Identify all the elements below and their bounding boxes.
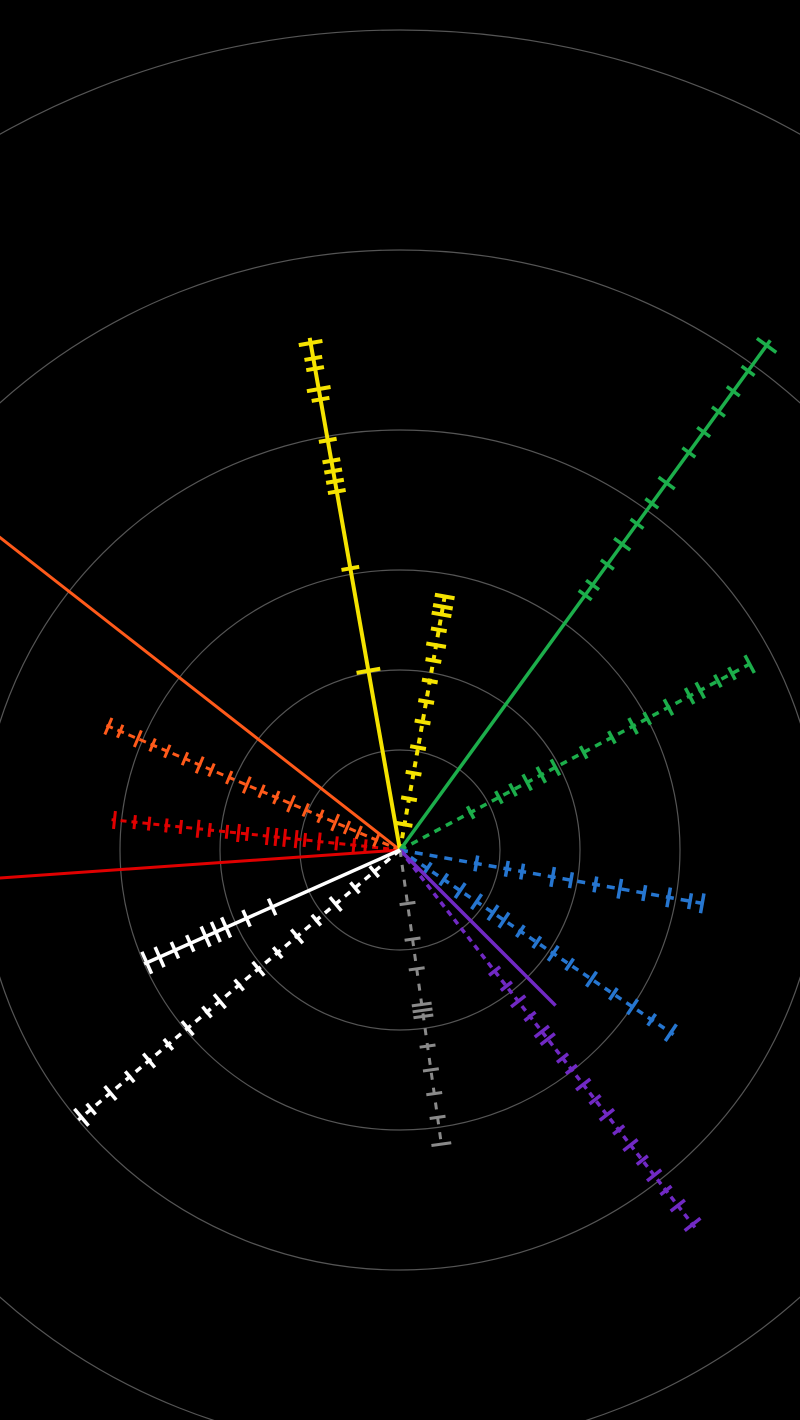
ray-tick bbox=[266, 827, 268, 845]
ray-tick bbox=[197, 820, 199, 838]
ray-tick bbox=[148, 817, 149, 831]
ray-tick bbox=[275, 828, 277, 846]
ray-tick bbox=[304, 833, 305, 847]
ray-tick bbox=[134, 815, 135, 829]
ray-tick bbox=[238, 824, 240, 842]
ray-tick bbox=[180, 820, 181, 834]
ray-tick bbox=[318, 833, 320, 851]
ray-tick bbox=[295, 830, 297, 848]
ray-tick bbox=[418, 700, 434, 703]
ray-tick bbox=[410, 746, 426, 749]
ray-tick bbox=[397, 823, 413, 826]
ray-tick bbox=[353, 838, 354, 852]
ray-tick bbox=[365, 839, 366, 853]
ray-tick bbox=[209, 823, 210, 837]
radial-diagram bbox=[0, 0, 800, 1420]
ray-tick bbox=[415, 721, 431, 724]
ray-tick bbox=[406, 772, 422, 775]
ray-tick bbox=[166, 818, 167, 832]
ray-tick bbox=[431, 628, 447, 631]
ray-tick bbox=[422, 680, 438, 683]
ray-tick bbox=[426, 659, 442, 662]
ray-tick bbox=[246, 827, 247, 841]
ray-tick bbox=[336, 836, 337, 850]
ray-tick bbox=[114, 811, 116, 829]
ray-tick bbox=[284, 829, 286, 847]
ray-tick bbox=[401, 797, 417, 800]
ray-tick bbox=[226, 825, 227, 839]
